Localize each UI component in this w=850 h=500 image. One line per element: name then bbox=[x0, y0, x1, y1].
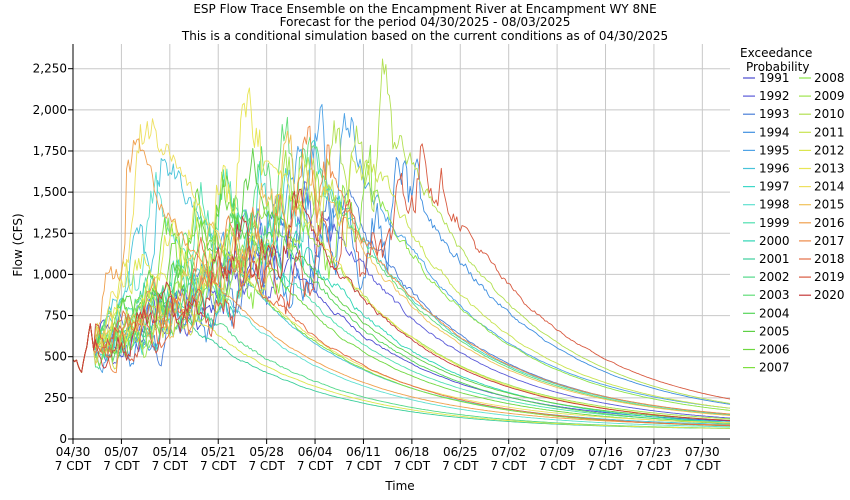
legend-label: 2004 bbox=[759, 306, 790, 320]
x-tick-label: 06/18 bbox=[395, 445, 430, 459]
legend-label: 2015 bbox=[814, 198, 845, 212]
x-tick-label: 05/14 bbox=[153, 445, 188, 459]
series-line-2012 bbox=[72, 253, 730, 429]
x-tick-label: 07/09 bbox=[540, 445, 575, 459]
x-tick-label: 05/07 bbox=[104, 445, 139, 459]
legend-label: 1997 bbox=[759, 180, 790, 194]
y-tick-label: 1,250 bbox=[33, 226, 67, 240]
series-line-2005 bbox=[72, 148, 731, 421]
legend-label: 2020 bbox=[814, 288, 845, 302]
series-line-2016 bbox=[72, 138, 730, 426]
x-tick-label-time: 7 CDT bbox=[103, 459, 140, 473]
series-line-2008 bbox=[72, 144, 731, 411]
legend-label: 1999 bbox=[759, 216, 790, 230]
y-tick-label: 1,000 bbox=[33, 267, 67, 281]
legend-title-line-1: Exceedance bbox=[740, 46, 812, 60]
legend-label: 2017 bbox=[814, 234, 845, 248]
legend-label: 2011 bbox=[814, 125, 845, 139]
legend-label: 1993 bbox=[759, 107, 790, 121]
y-tick-label: 2,000 bbox=[33, 103, 67, 117]
legend-label: 1998 bbox=[759, 198, 790, 212]
x-tick-label: 06/11 bbox=[346, 445, 381, 459]
x-tick-label-time: 7 CDT bbox=[248, 459, 285, 473]
chart-subtitle-2: This is a conditional simulation based o… bbox=[181, 29, 668, 43]
legend-label: 2001 bbox=[759, 252, 790, 266]
chart-title: ESP Flow Trace Ensemble on the Encampmen… bbox=[193, 2, 656, 16]
x-tick-label-time: 7 CDT bbox=[55, 459, 92, 473]
x-tick-label: 05/28 bbox=[249, 445, 284, 459]
legend-label: 2016 bbox=[814, 216, 845, 230]
x-tick-label-time: 7 CDT bbox=[636, 459, 673, 473]
legend-label: 1994 bbox=[759, 125, 790, 139]
x-axis-label: Time bbox=[384, 479, 414, 493]
chart-subtitle: Forecast for the period 04/30/2025 - 08/… bbox=[280, 15, 571, 29]
series-line-2006 bbox=[72, 179, 731, 424]
x-tick-label: 07/30 bbox=[685, 445, 720, 459]
y-tick-label: 0 bbox=[59, 432, 67, 446]
legend-label: 2012 bbox=[814, 143, 845, 157]
series-line-2000 bbox=[72, 226, 731, 423]
x-tick-label-time: 7 CDT bbox=[297, 459, 334, 473]
x-tick-label-time: 7 CDT bbox=[490, 459, 527, 473]
legend-title-line-2: Probability bbox=[746, 60, 809, 74]
legend-label: 1996 bbox=[759, 162, 790, 176]
series-line-2015 bbox=[72, 130, 731, 416]
x-tick-label-time: 7 CDT bbox=[152, 459, 189, 473]
y-tick-label: 2,250 bbox=[33, 62, 67, 76]
x-tick-label-time: 7 CDT bbox=[539, 459, 576, 473]
legend-label: 2005 bbox=[759, 324, 790, 338]
x-tick-label-time: 7 CDT bbox=[394, 459, 431, 473]
legend-label: 2018 bbox=[814, 252, 845, 266]
x-tick-label-time: 7 CDT bbox=[587, 459, 624, 473]
legend-label: 2008 bbox=[814, 71, 845, 85]
y-tick-label: 1,500 bbox=[33, 185, 67, 199]
legend-label: 1992 bbox=[759, 89, 790, 103]
legend-label: 2002 bbox=[759, 270, 790, 284]
y-tick-label: 1,750 bbox=[33, 144, 67, 158]
x-tick-label: 04/30 bbox=[56, 445, 91, 459]
legend-label: 2010 bbox=[814, 107, 845, 121]
series-layer bbox=[72, 58, 731, 429]
series-line-1999 bbox=[72, 168, 731, 423]
x-tick-label-time: 7 CDT bbox=[200, 459, 237, 473]
y-tick-label: 250 bbox=[44, 391, 67, 405]
x-tick-label-time: 7 CDT bbox=[345, 459, 382, 473]
legend-label: 2003 bbox=[759, 288, 790, 302]
series-line-2020 bbox=[72, 188, 731, 421]
legend: Exceedance Probability 1991 1992 1993 1994 1… bbox=[740, 46, 845, 375]
legend-label: 2013 bbox=[814, 162, 845, 176]
legend-label: 1991 bbox=[759, 71, 790, 85]
series-line-2004 bbox=[72, 206, 731, 424]
series-line-2019 bbox=[72, 143, 731, 400]
series-line-2017 bbox=[72, 125, 731, 415]
x-tick-label: 06/04 bbox=[298, 445, 333, 459]
y-tick-label: 500 bbox=[44, 350, 67, 364]
x-tick-label: 07/16 bbox=[588, 445, 623, 459]
x-tick-label: 06/25 bbox=[443, 445, 478, 459]
series-line-2003 bbox=[72, 116, 731, 416]
legend-label: 2014 bbox=[814, 180, 845, 194]
x-tick-label: 07/23 bbox=[637, 445, 672, 459]
y-tick-label: 750 bbox=[44, 309, 67, 323]
series-line-2018 bbox=[72, 236, 731, 427]
legend-label: 2009 bbox=[814, 89, 845, 103]
legend-label: 1995 bbox=[759, 143, 790, 157]
legend-label: 2007 bbox=[759, 361, 790, 375]
x-tick-label-time: 7 CDT bbox=[442, 459, 479, 473]
x-tick-label: 07/02 bbox=[491, 445, 526, 459]
legend-label: 2006 bbox=[759, 343, 790, 357]
legend-label: 2000 bbox=[759, 234, 790, 248]
y-axis-label: Flow (CFS) bbox=[11, 213, 25, 276]
legend-label: 2019 bbox=[814, 270, 845, 284]
axes: 0 250 500 750 1,000 1,250 1,500 1,750 2,000 2,250… bbox=[33, 44, 730, 473]
x-tick-label: 05/21 bbox=[201, 445, 236, 459]
x-tick-label-time: 7 CDT bbox=[684, 459, 721, 473]
